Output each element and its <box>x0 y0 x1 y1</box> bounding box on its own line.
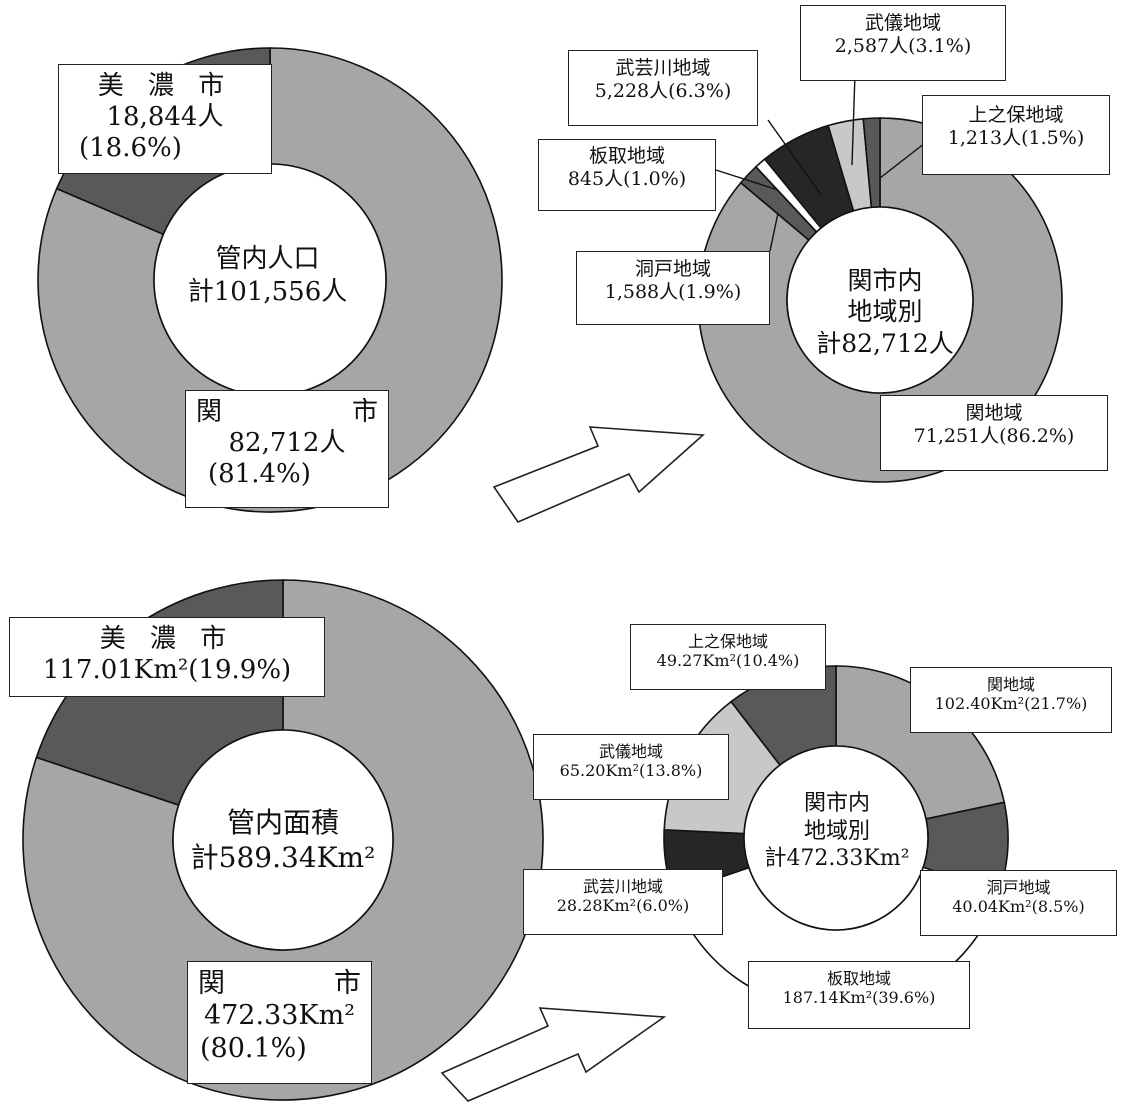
center-label-line: 計82,712人 <box>816 328 954 358</box>
data-label-seki: 関 市 82,712人 (81.4%) <box>185 390 389 508</box>
data-label-text: 武儀地域 <box>864 12 941 34</box>
leader-line <box>767 119 823 197</box>
data-label-text: 武芸川地域 <box>582 877 663 896</box>
data-label-text: 武芸川地域 <box>615 57 711 79</box>
donut-hole <box>743 745 929 931</box>
data-label-text: 28.28Km²(6.0%) <box>556 896 690 916</box>
data-label-text: 18,844人 <box>106 102 224 133</box>
data-label-text: 美 濃 市 <box>97 71 233 101</box>
center-label-line: 計589.34Km² <box>190 841 376 874</box>
data-label-text: (80.1%) <box>200 1032 307 1064</box>
flow-arrows <box>440 426 705 1102</box>
data-label-mino: 美 濃 市 117.01Km²(19.9%) <box>9 617 325 697</box>
data-label-text: 187.14Km²(39.6%) <box>782 988 936 1008</box>
donut-hole <box>786 206 974 394</box>
center-label-line: 地域別 <box>847 297 923 327</box>
donut-hole <box>172 729 394 951</box>
data-label-itadori: 板取地域 187.14Km²(39.6%) <box>748 961 970 1029</box>
center-label: 関市内 地域別 計472.33Km² <box>752 790 922 873</box>
donut-population-seki-regions <box>697 117 1063 483</box>
data-label-text: 117.01Km²(19.9%) <box>42 655 292 686</box>
data-label-text: 65.20Km²(13.8%) <box>559 761 703 781</box>
data-label-text: 関 <box>198 968 225 999</box>
leader-line <box>715 169 779 191</box>
data-label-mugi: 武儀地域 2,587人(3.1%) <box>800 5 1006 81</box>
data-label-text: 1,213人(1.5%) <box>947 126 1085 149</box>
leader-line <box>879 142 926 179</box>
data-label-kaminoho: 上之保地域 1,213人(1.5%) <box>922 95 1110 175</box>
data-label-text: 洞戸地域 <box>634 258 711 280</box>
data-label-text: 5,228人(6.3%) <box>594 79 732 102</box>
data-label-text: 武儀地域 <box>598 742 663 761</box>
data-label-text: 71,251人(86.2%) <box>913 424 1075 447</box>
data-label-text: 40.04Km²(8.5%) <box>952 897 1085 917</box>
data-label-text: 板取地域 <box>826 969 891 988</box>
data-label-horado: 洞戸地域 40.04Km²(8.5%) <box>920 870 1117 936</box>
data-label-text: 472.33Km² <box>203 1000 356 1032</box>
data-label-text: 関地域 <box>986 675 1035 694</box>
data-label-itadori: 板取地域 845人(1.0%) <box>538 139 716 211</box>
data-label-text: 49.27Km²(10.4%) <box>656 651 800 671</box>
center-label: 管内面積 計589.34Km² <box>183 805 383 875</box>
data-label-text: 2,587人(3.1%) <box>834 34 972 57</box>
center-label-line: 関市内 <box>847 266 923 295</box>
data-label-text: 板取地域 <box>588 145 665 167</box>
data-label-seki: 関 市 472.33Km² (80.1%) <box>187 961 372 1084</box>
data-label-text: (81.4%) <box>208 459 311 490</box>
data-label-text: 上之保地域 <box>968 104 1064 126</box>
arrow-icon <box>440 1007 667 1102</box>
data-label-text: 102.40Km²(21.7%) <box>934 694 1088 714</box>
data-label-mugegawa: 武芸川地域 5,228人(6.3%) <box>568 50 758 126</box>
data-label-text: 1,588人(1.9%) <box>604 280 742 303</box>
data-label-text: 洞戸地域 <box>986 878 1051 897</box>
data-label-mino: 美 濃 市 18,844人 (18.6%) <box>58 64 272 174</box>
center-label-line: 関市内 <box>803 791 870 816</box>
data-label-text: 関 <box>196 397 223 427</box>
center-label-line: 管内人口 <box>215 244 320 274</box>
data-label-text: 市 <box>334 968 361 999</box>
data-label-text: 上之保地域 <box>687 632 768 651</box>
center-label-line: 計101,556人 <box>187 276 348 307</box>
data-label-text: 美 濃 市 <box>99 624 235 654</box>
data-label-mugi: 武儀地域 65.20Km²(13.8%) <box>533 734 729 800</box>
data-label-text: 82,712人 <box>228 428 346 459</box>
center-label-line: 地域別 <box>803 818 870 844</box>
data-label-horado: 洞戸地域 1,588人(1.9%) <box>576 251 770 325</box>
data-label-text: (18.6%) <box>79 133 182 164</box>
data-label-kaminoho: 上之保地域 49.27Km²(10.4%) <box>630 624 826 690</box>
leader-line <box>851 73 856 166</box>
center-label: 関市内 地域別 計82,712人 <box>795 265 975 359</box>
leader-line <box>769 212 779 252</box>
center-label-line: 管内面積 <box>226 806 339 839</box>
data-label-seki-region: 関地域 102.40Km²(21.7%) <box>910 667 1112 733</box>
data-label-text: 市 <box>351 397 378 427</box>
data-label-text: 845人(1.0%) <box>567 167 687 190</box>
leader-lines <box>715 73 926 252</box>
data-label-mugegawa: 武芸川地域 28.28Km²(6.0%) <box>523 869 723 935</box>
center-label-line: 計472.33Km² <box>764 846 910 871</box>
arrow-icon <box>492 426 705 523</box>
data-label-seki-region: 関地域 71,251人(86.2%) <box>880 395 1108 471</box>
center-label: 管内人口 計101,556人 <box>175 243 360 308</box>
data-label-text: 関地域 <box>965 402 1023 424</box>
